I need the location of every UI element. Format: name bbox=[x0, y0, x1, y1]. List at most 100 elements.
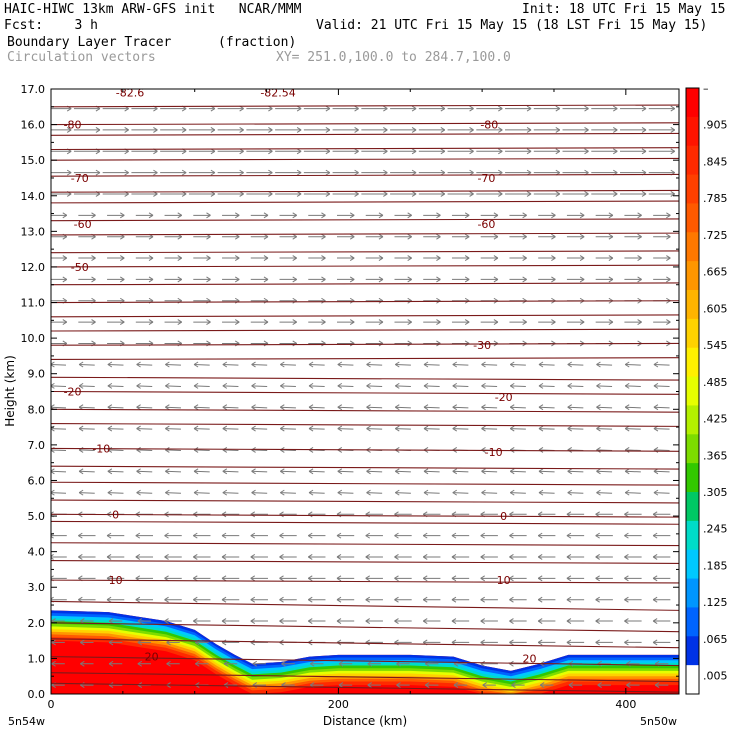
isotherm-line bbox=[51, 672, 679, 683]
vector-arrow bbox=[538, 425, 555, 432]
vector-arrow bbox=[365, 554, 383, 560]
vector-arrow bbox=[533, 191, 561, 197]
vector-arrow bbox=[250, 532, 268, 539]
vector-arrow bbox=[538, 276, 556, 283]
vector-arrow bbox=[509, 425, 526, 432]
vector-arrow bbox=[78, 489, 95, 496]
colorbar-swatch bbox=[686, 203, 699, 233]
vector-arrow bbox=[567, 361, 584, 368]
vector-arrow bbox=[394, 340, 412, 347]
vector-arrow bbox=[193, 596, 211, 603]
vector-arrow bbox=[51, 361, 67, 368]
isotherm-line bbox=[51, 481, 679, 486]
vector-arrow bbox=[451, 618, 470, 624]
vector-arrow bbox=[596, 446, 613, 453]
vector-arrow bbox=[481, 361, 498, 368]
vector-arrow bbox=[193, 554, 211, 560]
vector-arrow bbox=[51, 169, 72, 176]
vector-arrow bbox=[390, 169, 417, 176]
vector-arrow bbox=[365, 618, 383, 624]
vector-arrow bbox=[332, 148, 359, 155]
vector-arrow bbox=[509, 255, 527, 261]
vector-arrow bbox=[252, 660, 266, 667]
vector-arrow bbox=[280, 468, 296, 475]
vector-arrow bbox=[566, 596, 585, 603]
vector-arrow bbox=[422, 596, 441, 603]
x-left-endpoint: 5n54w bbox=[8, 715, 45, 728]
vector-arrow bbox=[596, 425, 613, 432]
vector-arrow bbox=[620, 191, 647, 197]
vector-arrow bbox=[193, 212, 211, 219]
vector-arrow bbox=[653, 404, 670, 411]
vector-arrow bbox=[624, 255, 642, 261]
vector-arrow bbox=[107, 382, 124, 389]
y-axis: 0.0 1.0 2.0 3.0 4.0 5.0 6.0 7.0 8.0 9.0 10.0 11.0 12… bbox=[21, 83, 679, 701]
vector-arrow bbox=[566, 511, 585, 518]
vector-arrow bbox=[533, 148, 561, 155]
vector-arrow bbox=[395, 425, 411, 432]
vector-arrow bbox=[537, 554, 556, 560]
vector-arrow bbox=[336, 596, 355, 603]
isotherm-label: -20 bbox=[64, 386, 82, 399]
vector-arrow bbox=[131, 127, 158, 133]
vector-arrow bbox=[222, 255, 240, 261]
x-axis-label: Distance (km) bbox=[323, 714, 407, 728]
vector-arrow bbox=[279, 532, 297, 539]
vector-arrow bbox=[308, 425, 325, 432]
colorbar-swatch bbox=[686, 520, 699, 551]
vector-arrow bbox=[620, 105, 647, 112]
vector-arrow bbox=[505, 105, 532, 112]
vector-arrow bbox=[279, 340, 297, 347]
vector-arrow bbox=[509, 489, 526, 496]
vector-arrow bbox=[452, 404, 469, 411]
vector-arrow bbox=[221, 554, 240, 560]
colorbar-label: .785 bbox=[703, 192, 728, 205]
vector-arrow bbox=[51, 554, 67, 560]
vector-arrow bbox=[250, 319, 269, 326]
vector-arrow bbox=[653, 276, 671, 283]
vector-arrow bbox=[452, 489, 469, 496]
vector-arrow bbox=[250, 255, 269, 261]
colorbar-swatch bbox=[686, 145, 699, 176]
vector-arrow bbox=[107, 212, 125, 219]
vector-arrow bbox=[538, 446, 555, 453]
vector-arrow bbox=[395, 361, 411, 368]
isotherm-line bbox=[51, 218, 679, 222]
vector-arrow bbox=[452, 382, 469, 389]
vector-arrow bbox=[164, 532, 182, 539]
isotherm-line bbox=[51, 157, 679, 161]
colorbar-label: .185 bbox=[703, 559, 728, 572]
vector-arrow bbox=[164, 212, 183, 219]
colorbar-swatch bbox=[686, 665, 699, 695]
vector-arrow bbox=[591, 191, 618, 197]
vector-arrow bbox=[509, 639, 527, 646]
colorbar-swatch bbox=[686, 607, 699, 637]
vector-arrow bbox=[251, 489, 268, 496]
vector-arrow bbox=[308, 255, 326, 261]
vector-arrow bbox=[394, 554, 412, 560]
isotherm-line bbox=[51, 328, 679, 332]
vector-arrow bbox=[250, 511, 268, 518]
vector-arrow bbox=[595, 575, 613, 582]
vector-arrow bbox=[537, 639, 556, 646]
vector-arrow bbox=[394, 233, 412, 240]
colorbar-label: .605 bbox=[703, 302, 728, 315]
vector-arrow bbox=[480, 233, 499, 240]
vector-arrow bbox=[51, 489, 67, 496]
isotherm-line bbox=[51, 357, 679, 361]
isotherm-line bbox=[51, 638, 679, 649]
vector-arrow bbox=[566, 319, 585, 326]
vector-arrow bbox=[418, 148, 446, 155]
vector-arrow bbox=[188, 169, 216, 176]
vector-arrow bbox=[106, 554, 125, 560]
vector-arrow bbox=[279, 255, 297, 261]
vector-arrow bbox=[222, 404, 239, 411]
colorbar-swatch bbox=[686, 492, 699, 522]
vector-arrow bbox=[595, 255, 614, 261]
vector-arrow bbox=[624, 489, 641, 496]
vector-arrow bbox=[279, 297, 297, 304]
vector-arrow bbox=[626, 682, 640, 689]
vector-arrow bbox=[451, 554, 470, 560]
vector-arrow bbox=[365, 233, 384, 240]
vector-arrow bbox=[107, 404, 124, 411]
